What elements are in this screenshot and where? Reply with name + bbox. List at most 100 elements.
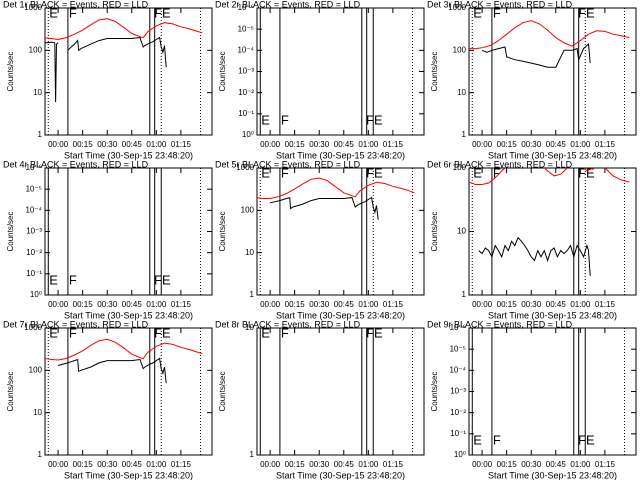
x-tick-label: 00:15: [285, 460, 306, 469]
y-axis-label: Counts/sec: [6, 51, 15, 91]
x-axis-label: Start Time (30-Sep-15 23:48:20): [276, 470, 405, 480]
plot-frame: [256, 167, 425, 296]
y-tick-label: 10⁻¹: [238, 109, 254, 118]
marker-label: FE: [578, 432, 595, 447]
marker-label: E: [473, 165, 482, 180]
series-line: [45, 36, 167, 103]
panel-title: Det 8r BLACK = Events, RED = LLD: [215, 319, 361, 329]
y-tick-label: 10: [245, 323, 254, 332]
y-tick-label: 10⁻⁶: [450, 323, 466, 332]
panel: Det 8r BLACK = Events, RED = LLD Counts/s…: [215, 319, 425, 480]
x-axis-label: Start Time (30-Sep-15 23:48:20): [276, 150, 405, 160]
x-tick-label: 00:30: [309, 460, 330, 469]
series-line: [57, 357, 167, 384]
marker-label: E: [49, 5, 58, 20]
y-tick-label: 1000: [24, 323, 42, 332]
x-tick-label: 01:15: [595, 460, 616, 469]
panel: Det 9r BLACK = Events, RED = LLD Counts/s…: [427, 319, 637, 480]
x-tick-label: 00:15: [285, 300, 306, 309]
y-tick-label: 1: [250, 450, 255, 459]
x-axis-label: Start Time (30-Sep-15 23:48:20): [488, 470, 617, 480]
marker-label: E: [49, 272, 58, 287]
marker-label: FE: [154, 5, 171, 20]
y-tick-label: 10⁻¹: [450, 429, 466, 438]
x-tick-label: 00:30: [521, 460, 542, 469]
y-tick-label: 10: [245, 248, 254, 257]
x-tick-label: 00:30: [309, 140, 330, 149]
series-line: [257, 177, 415, 199]
x-tick-label: 00:45: [546, 460, 567, 469]
plot-frame: [256, 327, 425, 456]
x-tick-label: 00:45: [546, 140, 567, 149]
marker-label: F: [69, 5, 77, 20]
x-axis-label: Start Time (30-Sep-15 23:48:20): [488, 310, 617, 320]
y-tick-label: 1000: [24, 3, 42, 12]
y-axis-label: Counts/sec: [6, 211, 15, 251]
panel: Det 5r BLACK = Events, RED = LLD Counts/s…: [215, 159, 425, 320]
x-tick-label: 00:45: [546, 300, 567, 309]
x-tick-label: 01:15: [383, 140, 404, 149]
marker-label: F: [281, 112, 289, 127]
x-tick-label: 00:15: [497, 140, 518, 149]
y-tick-label: 10⁻⁴: [25, 205, 42, 214]
series-line: [45, 338, 203, 361]
panel: Det 2r BLACK = Events, RED = LLD Counts/s…: [215, 0, 425, 160]
x-tick-label: 00:00: [472, 140, 493, 149]
panel-title: Det 1r BLACK = Events, RED = LLD: [3, 0, 149, 9]
x-axis-label: Start Time (30-Sep-15 23:48:20): [64, 150, 193, 160]
y-tick-label: 10⁻⁴: [237, 45, 254, 54]
x-tick-label: 01:15: [595, 140, 616, 149]
x-tick-label: 00:15: [497, 300, 518, 309]
y-tick-label: 1000: [448, 3, 466, 12]
y-axis-label: Counts/sec: [430, 51, 439, 91]
x-tick-label: 01:00: [570, 140, 591, 149]
x-tick-label: 00:30: [309, 300, 330, 309]
y-axis-label: Counts/sec: [430, 371, 439, 411]
y-tick-label: 10: [457, 88, 466, 97]
y-tick-label: 1: [250, 290, 255, 299]
x-tick-label: 00:30: [97, 300, 118, 309]
marker-label: FE: [366, 165, 383, 180]
plot-frame: [468, 7, 637, 136]
plot-frame: [44, 327, 213, 456]
x-tick-label: 01:15: [383, 300, 404, 309]
marker-label: E: [261, 325, 270, 340]
marker-label: F: [281, 325, 289, 340]
marker-label: FE: [578, 5, 595, 20]
x-tick-label: 00:45: [334, 460, 355, 469]
y-tick-label: 100: [453, 45, 467, 54]
series-line: [478, 236, 591, 276]
panel-title: Det 6r BLACK = Events, RED = LLD: [427, 159, 573, 169]
panel-title: Det 9r BLACK = Events, RED = LLD: [427, 319, 573, 329]
marker-label: F: [493, 5, 501, 20]
x-tick-label: 01:00: [146, 300, 167, 309]
panel-title: Det 4r BLACK = Events, RED = LLD: [3, 159, 149, 169]
y-tick-label: 10⁻⁵: [238, 24, 254, 33]
y-tick-label: 10: [33, 88, 42, 97]
x-tick-label: 00:30: [521, 300, 542, 309]
x-tick-label: 00:45: [334, 140, 355, 149]
x-tick-label: 01:15: [595, 300, 616, 309]
x-axis-label: Start Time (30-Sep-15 23:48:20): [488, 150, 617, 160]
x-tick-label: 00:45: [334, 300, 355, 309]
x-tick-label: 01:15: [171, 300, 192, 309]
x-axis-label: Start Time (30-Sep-15 23:48:20): [276, 310, 405, 320]
x-tick-label: 00:00: [260, 300, 281, 309]
y-tick-label: 10⁻⁶: [26, 163, 42, 172]
x-axis-label: Start Time (30-Sep-15 23:48:20): [64, 470, 193, 480]
y-tick-label: 10⁻³: [450, 387, 466, 396]
x-tick-label: 01:00: [146, 140, 167, 149]
x-tick-label: 00:45: [122, 300, 143, 309]
panel: Det 3r BLACK = Events, RED = LLD Counts/s…: [427, 0, 637, 160]
y-tick-label: 10⁻⁶: [238, 3, 254, 12]
marker-label: FE: [366, 112, 383, 127]
marker-label: F: [493, 165, 501, 180]
marker-label: E: [261, 165, 270, 180]
y-tick-label: 10⁰: [242, 130, 254, 139]
marker-label: FE: [578, 165, 595, 180]
x-tick-label: 00:15: [73, 460, 94, 469]
marker-label: F: [69, 325, 77, 340]
panel: Det 4r BLACK = Events, RED = LLD Counts/s…: [3, 159, 213, 320]
y-tick-label: 10⁻⁵: [26, 184, 42, 193]
